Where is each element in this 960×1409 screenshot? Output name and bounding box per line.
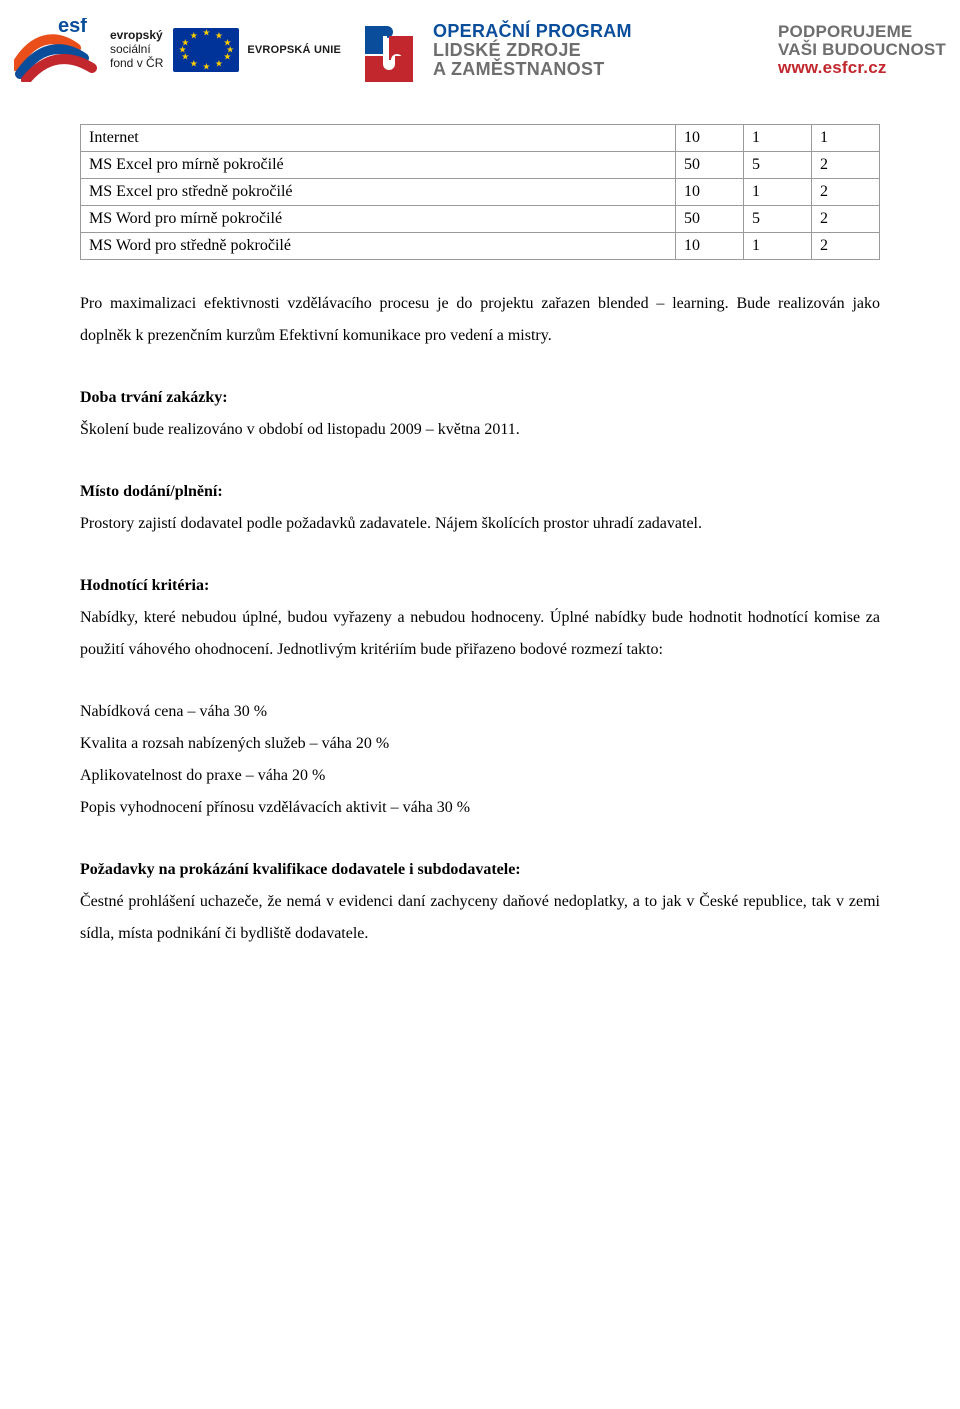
section-criteria: Hodnotící kritéria: Nabídky, které nebud… [80, 570, 880, 666]
course-col2-cell: 1 [744, 125, 812, 152]
course-name-cell: MS Excel pro mírně pokročilé [81, 152, 676, 179]
course-col2-cell: 5 [744, 206, 812, 233]
support-block: PODPORUJEME VAŠI BUDOUCNOST www.esfcr.cz [778, 22, 946, 78]
operational-program-block: OPERAČNÍ PROGRAM LIDSKÉ ZDROJE A ZAMĚSTN… [433, 21, 632, 80]
criteria-body: Nabídky, které nebudou úplné, budou vyřa… [80, 602, 880, 666]
course-col2-cell: 5 [744, 152, 812, 179]
course-col3-cell: 2 [812, 206, 880, 233]
course-col3-cell: 2 [812, 152, 880, 179]
esf-logo: esf evropský sociální fond v ČR [14, 18, 163, 82]
place-body: Prostory zajistí dodavatel podle požadav… [80, 508, 880, 540]
course-name-cell: MS Word pro středně pokročilé [81, 233, 676, 260]
course-col3-cell: 2 [812, 233, 880, 260]
esf-logo-text: evropský sociální fond v ČR [110, 29, 163, 70]
table-row: MS Word pro mírně pokročilé5052 [81, 206, 880, 233]
header-logo-band: esf evropský sociální fond v ČR ★ ★ ★ ★ … [0, 0, 960, 100]
eu-flag-icon: ★ ★ ★ ★ ★ ★ ★ ★ ★ ★ ★ ★ [173, 28, 239, 72]
section-duration: Doba trvání zakázky: Školení bude realiz… [80, 382, 880, 446]
weights-list: Nabídková cena – váha 30 %Kvalita a rozs… [80, 696, 880, 824]
course-col2-cell: 1 [744, 233, 812, 260]
puzzle-icon [355, 12, 425, 88]
esf-text-line2: sociální [110, 43, 163, 57]
eu-label: EVROPSKÁ UNIE [247, 44, 341, 56]
qualification-body: Čestné prohlášení uchazeče, že nemá v ev… [80, 886, 880, 950]
course-col2-cell: 1 [744, 179, 812, 206]
qualification-title: Požadavky na prokázání kvalifikace dodav… [80, 854, 880, 886]
course-col1-cell: 50 [676, 206, 744, 233]
op-line1: OPERAČNÍ PROGRAM [433, 21, 632, 42]
course-name-cell: Internet [81, 125, 676, 152]
section-place: Místo dodání/plnění: Prostory zajistí do… [80, 476, 880, 540]
support-line1: PODPORUJEME [778, 22, 946, 42]
esf-text-line1: evropský [110, 29, 163, 43]
support-url: www.esfcr.cz [778, 58, 946, 78]
svg-text:esf: esf [58, 18, 87, 37]
course-col1-cell: 10 [676, 233, 744, 260]
support-line2: VAŠI BUDOUCNOST [778, 40, 946, 60]
course-table: Internet1011MS Excel pro mírně pokročilé… [80, 124, 880, 260]
weight-line: Nabídková cena – váha 30 % [80, 696, 880, 728]
course-name-cell: MS Excel pro středně pokročilé [81, 179, 676, 206]
course-col1-cell: 10 [676, 179, 744, 206]
eu-logo: ★ ★ ★ ★ ★ ★ ★ ★ ★ ★ ★ ★ EVROPSKÁ UNIE [173, 28, 341, 72]
course-name-cell: MS Word pro mírně pokročilé [81, 206, 676, 233]
op-line2: LIDSKÉ ZDROJE [433, 40, 632, 61]
table-row: MS Word pro středně pokročilé1012 [81, 233, 880, 260]
section-qualification: Požadavky na prokázání kvalifikace dodav… [80, 854, 880, 950]
criteria-title: Hodnotící kritéria: [80, 570, 880, 602]
esf-swoosh-icon: esf [14, 18, 104, 82]
table-row: MS Excel pro mírně pokročilé5052 [81, 152, 880, 179]
course-col3-cell: 1 [812, 125, 880, 152]
document-body: Internet1011MS Excel pro mírně pokročilé… [0, 100, 960, 990]
intro-paragraph: Pro maximalizaci efektivnosti vzdělávací… [80, 288, 880, 352]
table-row: MS Excel pro středně pokročilé1012 [81, 179, 880, 206]
duration-title: Doba trvání zakázky: [80, 382, 880, 414]
esf-text-line3: fond v ČR [110, 57, 163, 71]
weight-line: Kvalita a rozsah nabízených služeb – váh… [80, 728, 880, 760]
course-col3-cell: 2 [812, 179, 880, 206]
place-title: Místo dodání/plnění: [80, 476, 880, 508]
weight-line: Popis vyhodnocení přínosu vzdělávacích a… [80, 792, 880, 824]
course-col1-cell: 50 [676, 152, 744, 179]
course-col1-cell: 10 [676, 125, 744, 152]
weight-line: Aplikovatelnost do praxe – váha 20 % [80, 760, 880, 792]
op-line3: A ZAMĚSTNANOST [433, 59, 632, 80]
table-row: Internet1011 [81, 125, 880, 152]
duration-body: Školení bude realizováno v období od lis… [80, 414, 880, 446]
